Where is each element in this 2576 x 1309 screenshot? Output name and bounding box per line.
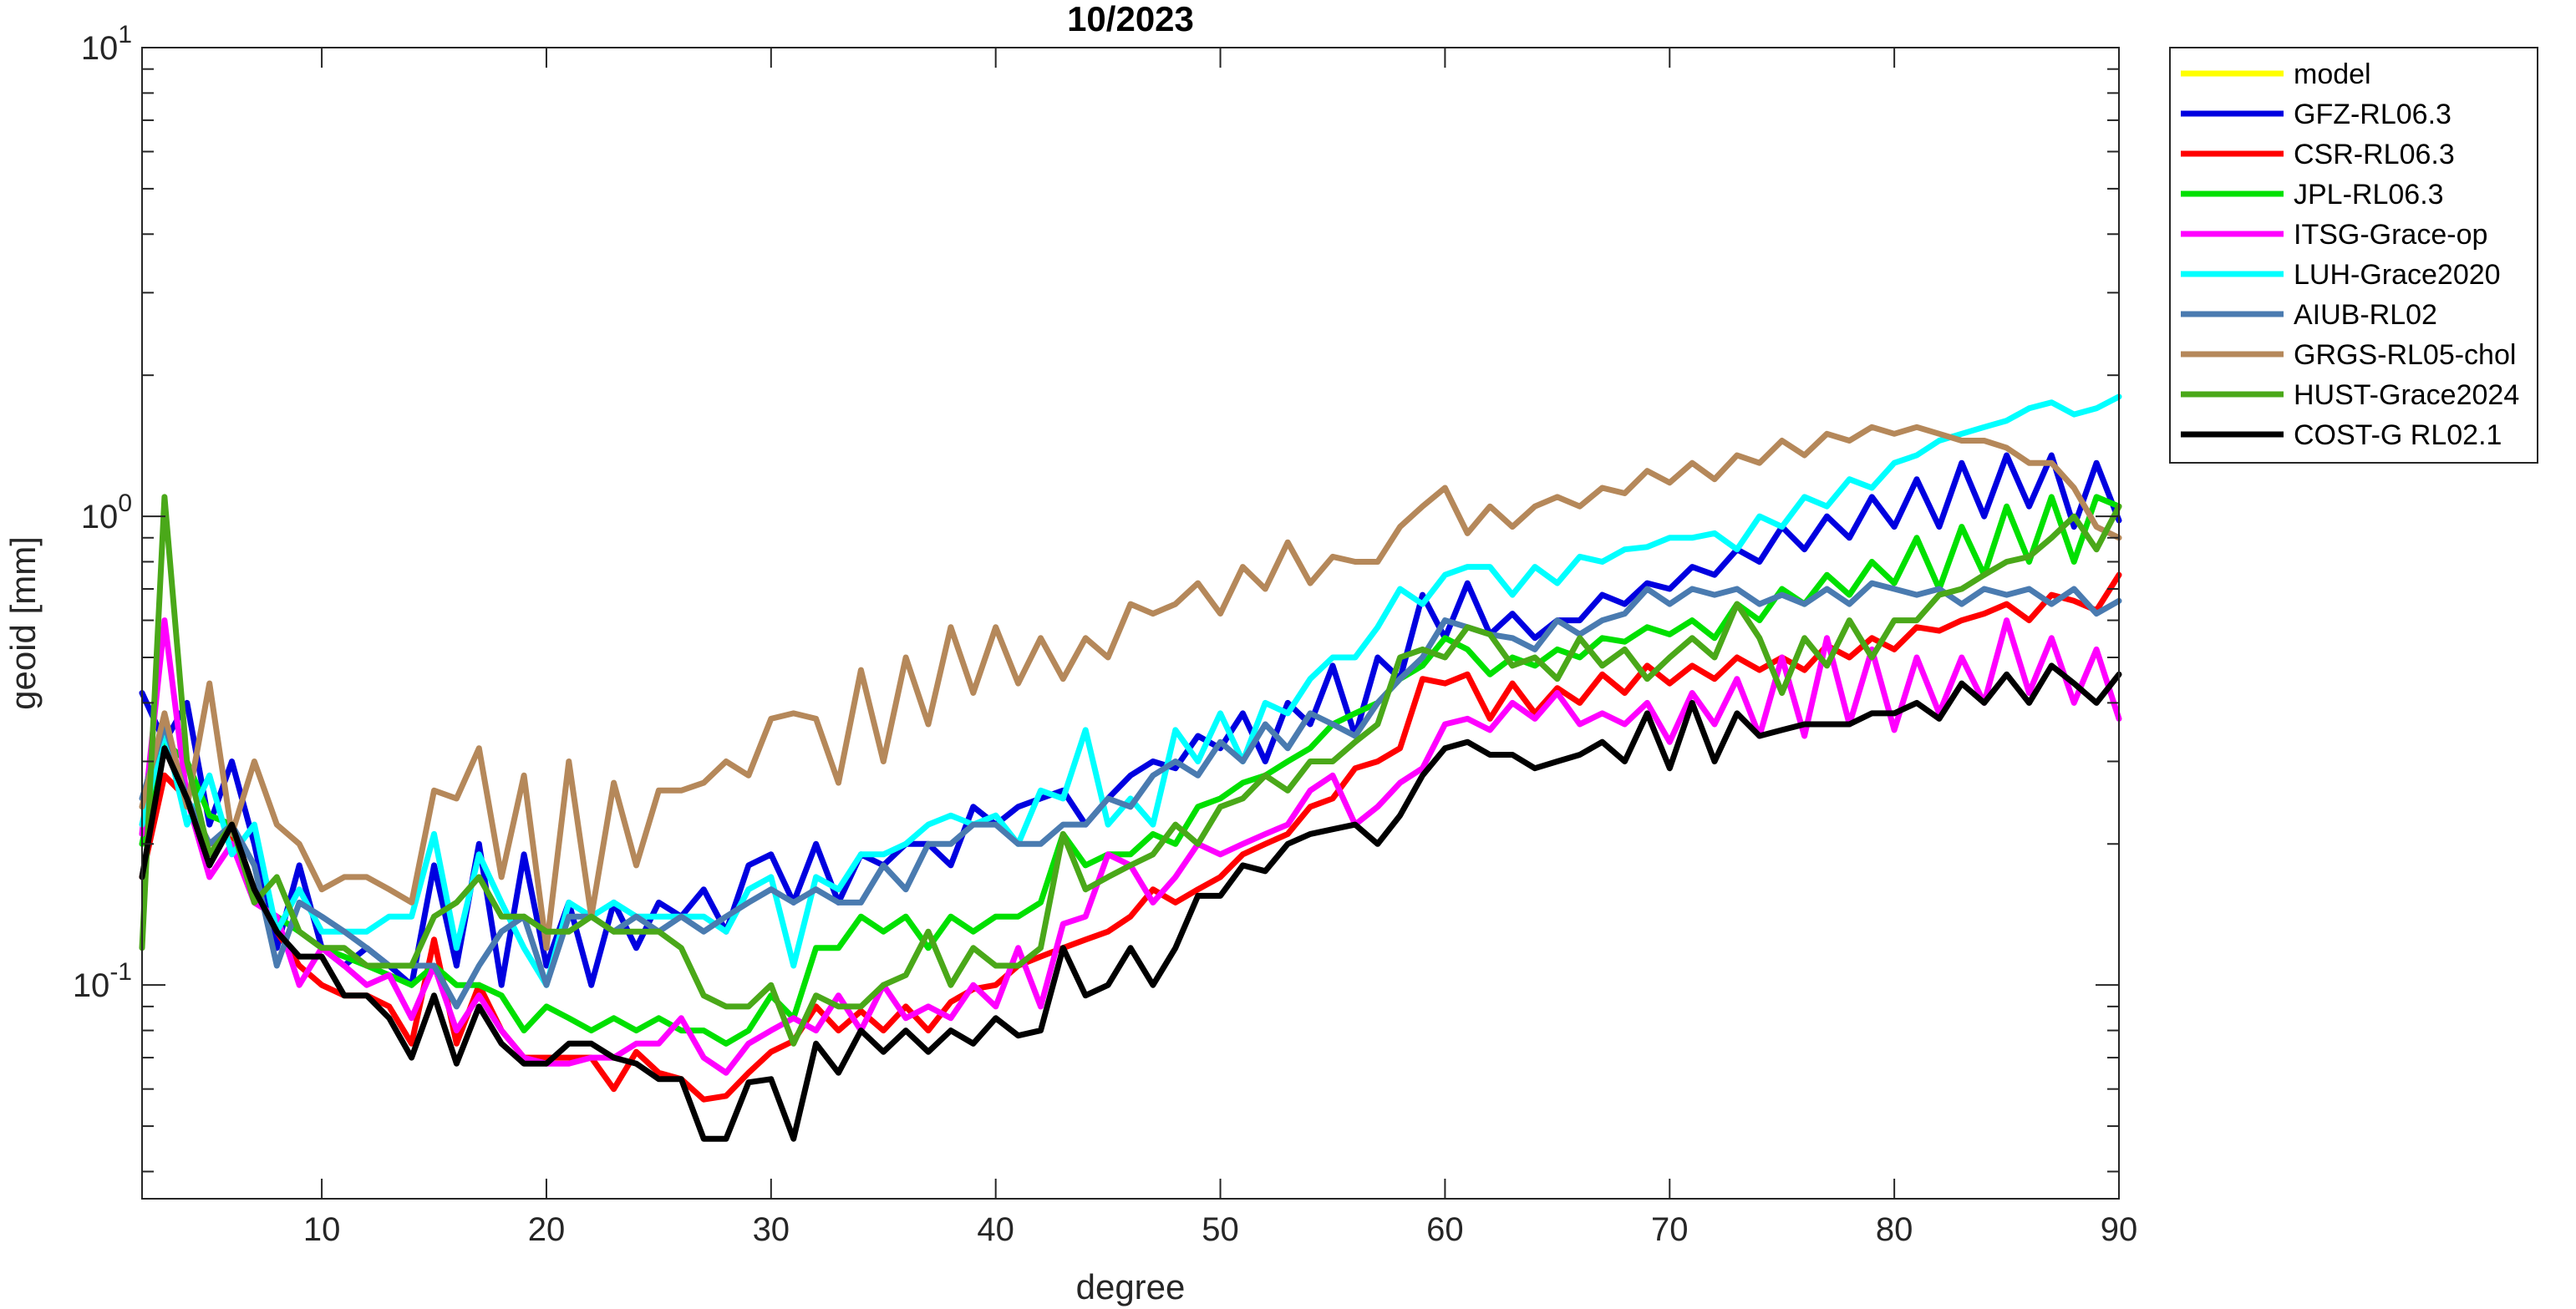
series-line-7	[139, 424, 2122, 951]
legend-label-2: CSR-RL06.3	[2294, 139, 2455, 170]
legend-label-5: LUH-Grace2020	[2294, 259, 2501, 291]
chart-title: 10/2023	[1067, 0, 1194, 38]
y-tick-label: 101	[81, 21, 132, 67]
series-line-8	[139, 494, 2122, 1047]
legend-label-0: model	[2294, 58, 2371, 90]
legend-label-6: AIUB-RL02	[2294, 299, 2437, 331]
x-tick-label: 90	[2101, 1211, 2138, 1248]
x-tick-label: 60	[1426, 1211, 1464, 1248]
x-tick-label: 10	[303, 1211, 341, 1248]
legend-label-1: GFZ-RL06.3	[2294, 99, 2452, 130]
x-tick-label: 70	[1651, 1211, 1689, 1248]
x-tick-label: 20	[528, 1211, 566, 1248]
legend-label-7: GRGS-RL05-chol	[2294, 339, 2516, 371]
plot-frame	[141, 47, 2120, 1200]
x-tick-label: 80	[1876, 1211, 1913, 1248]
plot-area	[142, 48, 2119, 1199]
series-layer	[139, 393, 2122, 1142]
x-tick-label: 30	[753, 1211, 790, 1248]
series-line-9	[139, 662, 2122, 1142]
x-tick-label: 50	[1202, 1211, 1239, 1248]
legend-label-4: ITSG-Grace-op	[2294, 219, 2487, 251]
legend-label-8: HUST-Grace2024	[2294, 379, 2519, 411]
legend-label-3: JPL-RL06.3	[2294, 179, 2444, 211]
legend-label-9: COST-G RL02.1	[2294, 419, 2502, 451]
legend: model GFZ-RL06.3 CSR-RL06.3 JPL-RL06.3 ITSG-…	[2169, 47, 2538, 464]
axis-layer: 10 20 30 40 50 60 70 80 90 10-1 100 101	[73, 21, 2137, 1248]
y-tick-label: 10-1	[73, 958, 132, 1004]
y-tick-label: 100	[81, 490, 132, 535]
y-axis-label: geoid [mm]	[3, 536, 43, 710]
x-axis-label: degree	[1076, 1267, 1186, 1306]
series-line-6	[139, 580, 2122, 1010]
x-tick-label: 40	[977, 1211, 1014, 1248]
